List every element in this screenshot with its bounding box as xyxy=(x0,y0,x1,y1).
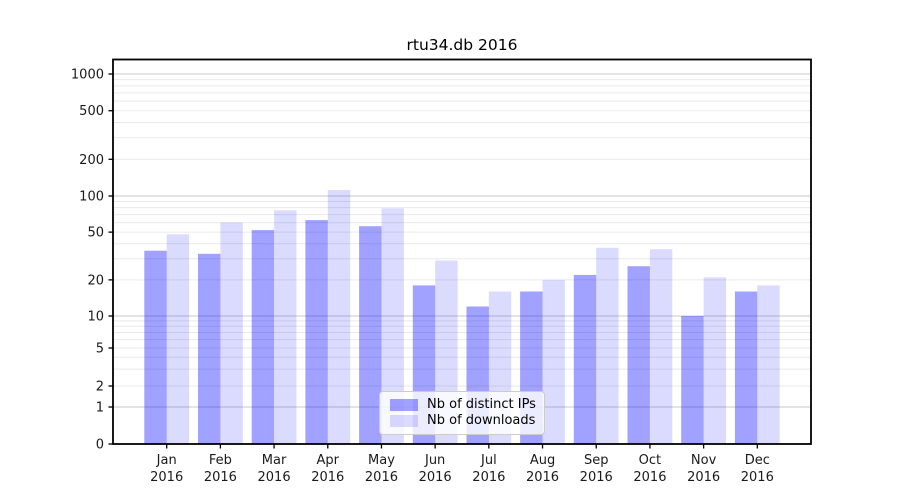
y-tick-label: 5 xyxy=(96,342,104,357)
bar-0-mar xyxy=(251,230,275,444)
y-tick-label: 20 xyxy=(87,273,104,288)
x-tick-label-year: 2016 xyxy=(633,470,666,485)
bar-0-dec xyxy=(734,291,758,444)
y-tick-label: 200 xyxy=(79,153,104,168)
x-tick-label-year: 2016 xyxy=(365,470,398,485)
bar-1-nov xyxy=(703,277,726,444)
x-tick-label-year: 2016 xyxy=(526,470,559,485)
x-tick-label-month: Mar xyxy=(262,453,287,468)
x-tick-label-year: 2016 xyxy=(580,470,613,485)
x-tick-label-month: Sep xyxy=(584,453,609,468)
bar-0-nov xyxy=(681,316,704,444)
x-tick-label-year: 2016 xyxy=(741,470,774,485)
x-tick-label-year: 2016 xyxy=(258,470,291,485)
bar-1-jan xyxy=(166,234,190,444)
y-tick-label: 0 xyxy=(96,438,104,453)
bar-1-dec xyxy=(757,285,780,444)
y-tick-label: 50 xyxy=(87,226,104,241)
x-tick-label-year: 2016 xyxy=(472,470,505,485)
x-tick-label-year: 2016 xyxy=(311,470,344,485)
bar-0-apr xyxy=(305,220,328,444)
x-tick-label-month: Dec xyxy=(745,453,770,468)
y-tick-label: 1000 xyxy=(71,68,104,83)
bar-0-may xyxy=(359,226,382,444)
bar-0-jan xyxy=(144,250,167,444)
legend-swatch-distinct-ips xyxy=(390,399,418,411)
x-tick-label-month: Jul xyxy=(480,453,497,468)
bar-0-sep xyxy=(573,274,597,444)
legend-label-downloads: Nb of downloads xyxy=(427,413,536,428)
legend: Nb of distinct IPs Nb of downloads xyxy=(379,391,545,435)
x-tick-label-month: Jun xyxy=(424,453,445,468)
legend-label-distinct-ips: Nb of distinct IPs xyxy=(427,397,536,412)
bar-1-oct xyxy=(649,249,673,444)
bar-1-mar xyxy=(274,210,297,444)
chart-title: rtu34.db 2016 xyxy=(406,36,518,54)
x-tick-label-year: 2016 xyxy=(419,470,452,485)
bar-0-feb xyxy=(198,253,221,444)
y-tick-label: 2 xyxy=(96,380,104,395)
y-tick-label: 100 xyxy=(79,190,104,205)
x-tick-label-year: 2016 xyxy=(150,470,183,485)
y-axis: 0 1 2 5 10 20 50 100 200 500 1000 xyxy=(71,68,113,453)
x-tick-label-month: Aug xyxy=(530,453,555,468)
x-tick-label-month: Nov xyxy=(691,453,717,468)
bar-1-aug xyxy=(542,279,565,444)
bar-0-oct xyxy=(627,266,650,444)
bar-1-feb xyxy=(220,222,243,444)
x-tick-label-year: 2016 xyxy=(687,470,720,485)
y-tick-label: 1 xyxy=(96,401,104,416)
x-axis: Jan 2016 Feb 2016 Mar 2016 Apr 2016 May 2016 Jun 20… xyxy=(150,444,774,485)
x-tick-label-month: Apr xyxy=(317,453,340,468)
legend-item-downloads: Nb of downloads xyxy=(390,413,536,429)
legend-swatch-downloads xyxy=(390,415,418,427)
bar-1-sep xyxy=(596,247,619,444)
legend-item-distinct-ips: Nb of distinct IPs xyxy=(390,397,536,413)
x-tick-label-month: Oct xyxy=(639,453,661,468)
y-tick-label: 10 xyxy=(87,310,104,325)
x-tick-label-year: 2016 xyxy=(204,470,237,485)
x-tick-label-month: Jan xyxy=(156,453,177,468)
bar-1-may xyxy=(381,208,404,444)
bars-series-1 xyxy=(166,190,780,444)
x-tick-label-month: May xyxy=(368,453,395,468)
y-tick-label: 500 xyxy=(79,104,104,119)
bar-1-apr xyxy=(327,190,351,444)
x-tick-label-month: Feb xyxy=(209,453,232,468)
plot-frame xyxy=(112,58,812,445)
